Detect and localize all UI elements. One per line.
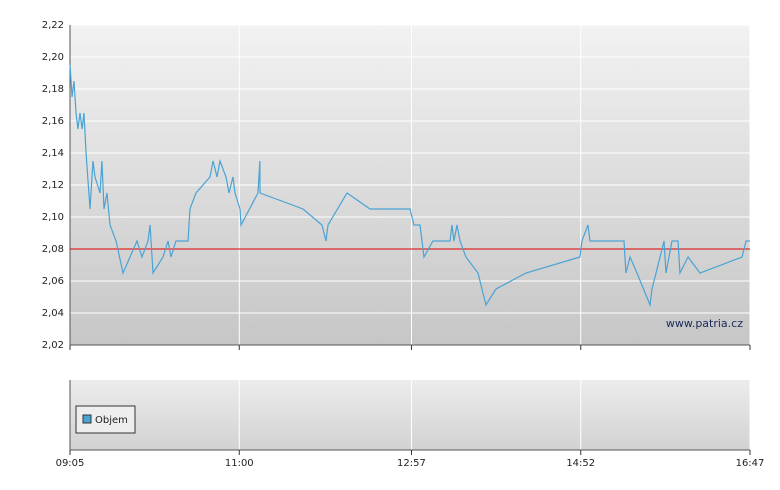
y-tick-label: 2,18 [42,84,64,95]
x-tick-label: 09:05 [56,458,85,469]
price-line [69,64,750,308]
y-tick-label: 2,02 [42,340,64,351]
legend-swatch [82,414,92,424]
x-tick-label: 14:52 [566,458,595,469]
volume-panel [70,380,750,450]
y-tick-label: 2,04 [42,308,64,319]
y-tick-label: 2,10 [42,212,64,223]
x-tick-label: 16:47 [736,458,765,469]
watermark: www.patria.cz [666,317,743,330]
y-tick-label: 2,08 [42,244,64,255]
x-tick-label: 11:00 [225,458,254,469]
y-tick-label: 2,20 [42,52,64,63]
y-tick-label: 2,22 [42,20,64,31]
y-tick-label: 2,06 [42,276,64,287]
legend-label: Objem [95,415,128,426]
x-tick-label: 12:57 [397,458,426,469]
y-tick-label: 2,12 [42,180,64,191]
y-tick-label: 2,16 [42,116,64,127]
y-tick-label: 2,14 [42,148,64,159]
